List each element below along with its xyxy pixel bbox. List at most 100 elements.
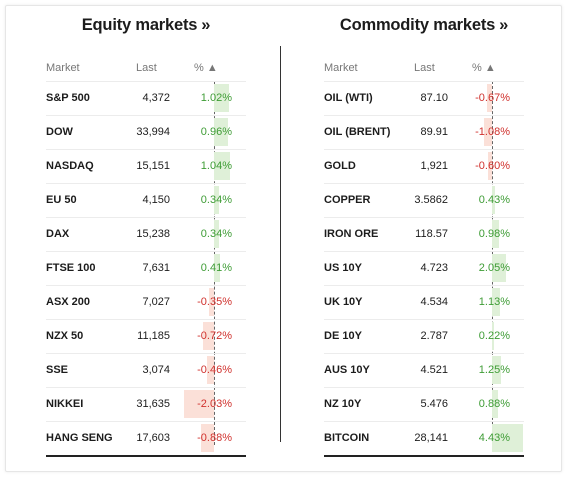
last-price: 31,635	[136, 398, 170, 410]
market-name: US 10Y	[324, 262, 362, 274]
last-price: 4.723	[420, 262, 448, 274]
change-bar	[208, 288, 214, 316]
market-name: COPPER	[324, 194, 371, 206]
table-row[interactable]: OIL (WTI) 87.10 -0.67%	[324, 81, 524, 115]
table-row[interactable]: DE 10Y 2.787 0.22%	[324, 319, 524, 353]
percent-change: 1.13%	[478, 296, 510, 308]
change-bar	[492, 220, 499, 248]
market-name: NIKKEI	[46, 398, 84, 410]
table-row[interactable]: BITCOIN 28,141 4.43%	[324, 421, 524, 457]
last-price: 4,150	[142, 194, 170, 206]
change-bar	[200, 424, 214, 452]
table-row[interactable]: AUS 10Y 4.521 1.25%	[324, 353, 524, 387]
percent-change: 0.34%	[200, 228, 232, 240]
change-bar	[492, 186, 495, 214]
percent-change: 1.02%	[200, 92, 232, 104]
percent-change: 0.22%	[478, 330, 510, 342]
commodity-table-header: Market Last % ▲	[324, 55, 524, 81]
change-bar	[203, 322, 214, 350]
market-name: FTSE 100	[46, 262, 96, 274]
market-name: UK 10Y	[324, 296, 363, 308]
commodity-rows: OIL (WTI) 87.10 -0.67% OIL (BRENT) 89.91 -1.0…	[324, 81, 524, 457]
table-row[interactable]: EU 50 4,150 0.34%	[46, 183, 246, 217]
percent-change: 2.05%	[478, 262, 510, 274]
last-price: 3,074	[142, 364, 170, 376]
last-price: 11,185	[137, 330, 170, 342]
percent-change: -0.60%	[475, 160, 510, 172]
column-header-pct-sort[interactable]: % ▲	[194, 62, 218, 74]
last-price: 2.787	[420, 330, 448, 342]
market-name: GOLD	[324, 160, 356, 172]
table-row[interactable]: NZ 10Y 5.476 0.88%	[324, 387, 524, 421]
table-row[interactable]: HANG SENG 17,603 -0.88%	[46, 421, 246, 457]
percent-change: 0.34%	[200, 194, 232, 206]
last-price: 15,238	[136, 228, 170, 240]
double-chevron-icon: »	[201, 16, 211, 34]
last-price: 28,141	[414, 432, 448, 444]
market-name: HANG SENG	[46, 432, 113, 444]
table-row[interactable]: DOW 33,994 0.96%	[46, 115, 246, 149]
table-row[interactable]: SSE 3,074 -0.46%	[46, 353, 246, 387]
market-name: OIL (WTI)	[324, 92, 373, 104]
percent-change: 1.04%	[200, 160, 232, 172]
change-bar	[214, 220, 220, 248]
table-row[interactable]: DAX 15,238 0.34%	[46, 217, 246, 251]
market-name: NZX 50	[46, 330, 84, 342]
change-bar	[492, 288, 500, 316]
market-name: IRON ORE	[324, 228, 379, 240]
last-price: 15,151	[136, 160, 170, 172]
equity-title-link[interactable]: Equity markets»	[46, 16, 246, 35]
percent-change: 0.98%	[478, 228, 510, 240]
market-name: S&P 500	[46, 92, 90, 104]
commodity-title-link[interactable]: Commodity markets»	[324, 16, 524, 35]
market-name: AUS 10Y	[324, 364, 370, 376]
last-price: 7,027	[142, 296, 170, 308]
column-header-pct-sort[interactable]: % ▲	[472, 62, 496, 74]
market-name: OIL (BRENT)	[324, 126, 391, 138]
change-bar	[492, 322, 494, 350]
percent-change: -1.08%	[475, 126, 510, 138]
table-row[interactable]: US 10Y 4.723 2.05%	[324, 251, 524, 285]
table-row[interactable]: OIL (BRENT) 89.91 -1.08%	[324, 115, 524, 149]
column-header-market: Market	[46, 62, 80, 74]
change-bar	[492, 424, 523, 452]
table-row[interactable]: NZX 50 11,185 -0.72%	[46, 319, 246, 353]
last-price: 7,631	[142, 262, 170, 274]
market-name: NASDAQ	[46, 160, 94, 172]
change-bar	[207, 356, 214, 384]
change-bar	[492, 356, 501, 384]
table-row[interactable]: NASDAQ 15,151 1.04%	[46, 149, 246, 183]
change-bar	[183, 390, 214, 418]
market-name: SSE	[46, 364, 69, 376]
market-name: DE 10Y	[324, 330, 362, 342]
percent-change: 0.43%	[478, 194, 510, 206]
equity-rows: S&P 500 4,372 1.02% DOW 33,994 0.96% NASDAQ 15,…	[46, 81, 246, 457]
table-row[interactable]: IRON ORE 118.57 0.98%	[324, 217, 524, 251]
table-row[interactable]: ASX 200 7,027 -0.35%	[46, 285, 246, 319]
market-name: DAX	[46, 228, 70, 240]
double-chevron-icon: »	[499, 16, 509, 34]
market-name: EU 50	[46, 194, 77, 206]
percent-change: 0.88%	[478, 398, 510, 410]
percent-change: -0.88%	[197, 432, 232, 444]
table-row[interactable]: COPPER 3.5862 0.43%	[324, 183, 524, 217]
change-bar	[214, 152, 230, 180]
panel-divider	[280, 46, 281, 442]
market-name: BITCOIN	[324, 432, 370, 444]
percent-change: -0.35%	[197, 296, 232, 308]
column-header-last: Last	[414, 62, 435, 74]
percent-change: 1.25%	[478, 364, 510, 376]
last-price: 3.5862	[414, 194, 448, 206]
table-row[interactable]: S&P 500 4,372 1.02%	[46, 81, 246, 115]
column-header-last: Last	[136, 62, 157, 74]
last-price: 118.57	[415, 228, 448, 240]
table-row[interactable]: NIKKEI 31,635 -2.03%	[46, 387, 246, 421]
table-row[interactable]: FTSE 100 7,631 0.41%	[46, 251, 246, 285]
percent-change: 4.43%	[478, 432, 510, 444]
change-bar	[214, 118, 229, 146]
equity-title: Equity markets	[81, 16, 198, 34]
last-price: 4,372	[142, 92, 170, 104]
table-row[interactable]: GOLD 1,921 -0.60%	[324, 149, 524, 183]
table-row[interactable]: UK 10Y 4.534 1.13%	[324, 285, 524, 319]
change-bar	[492, 390, 499, 418]
